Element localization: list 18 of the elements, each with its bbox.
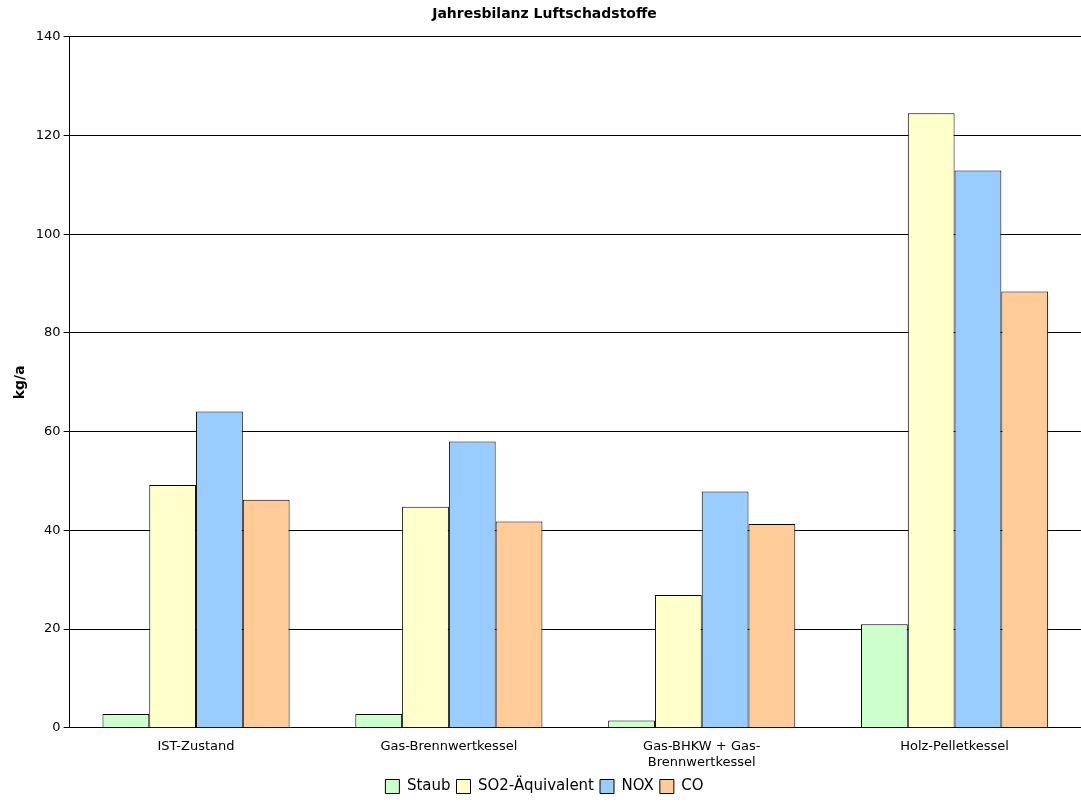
y-tick-label: 80 bbox=[44, 324, 61, 340]
x-tick-label: Holz-Pelletkessel bbox=[900, 737, 1009, 753]
y-axis-title: kg/a bbox=[11, 365, 28, 400]
y-tick-label: 140 bbox=[35, 28, 61, 44]
y-tick-label: 100 bbox=[35, 225, 61, 241]
legend-label: SO2-Äquivalent bbox=[478, 775, 595, 795]
x-tick-label: Gas-BHKW + Gas-Brennwertkessel bbox=[643, 737, 761, 769]
chart-title: Jahresbilanz Luftschadstoffe bbox=[431, 5, 657, 22]
x-tick-label: Gas-Brennwertkessel bbox=[380, 737, 518, 753]
y-tick-label: 120 bbox=[35, 126, 61, 142]
legend-label: CO bbox=[681, 776, 704, 795]
legend-label: Staub bbox=[406, 776, 451, 795]
x-tick-label: IST-Zustand bbox=[157, 737, 235, 753]
y-tick-label: 20 bbox=[44, 620, 61, 636]
y-tick-label: 0 bbox=[52, 719, 61, 735]
y-tick-label: 40 bbox=[44, 521, 61, 537]
y-tick-label: 60 bbox=[44, 423, 61, 439]
legend-label: NOX bbox=[621, 776, 654, 795]
